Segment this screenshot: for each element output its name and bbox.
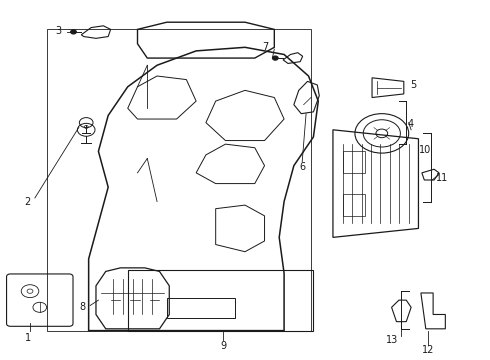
- Text: 3: 3: [55, 26, 61, 36]
- Text: 5: 5: [411, 80, 416, 90]
- Text: 9: 9: [220, 341, 226, 351]
- Text: 8: 8: [80, 302, 86, 312]
- Circle shape: [71, 30, 76, 34]
- Text: 11: 11: [436, 173, 448, 183]
- Text: 13: 13: [386, 334, 398, 345]
- Text: 10: 10: [418, 144, 431, 154]
- Text: 7: 7: [263, 42, 269, 52]
- Text: 12: 12: [422, 345, 435, 355]
- Text: 1: 1: [24, 333, 31, 343]
- Text: 2: 2: [24, 197, 31, 207]
- Circle shape: [272, 56, 278, 60]
- Text: 4: 4: [407, 120, 413, 129]
- Text: 6: 6: [299, 162, 305, 172]
